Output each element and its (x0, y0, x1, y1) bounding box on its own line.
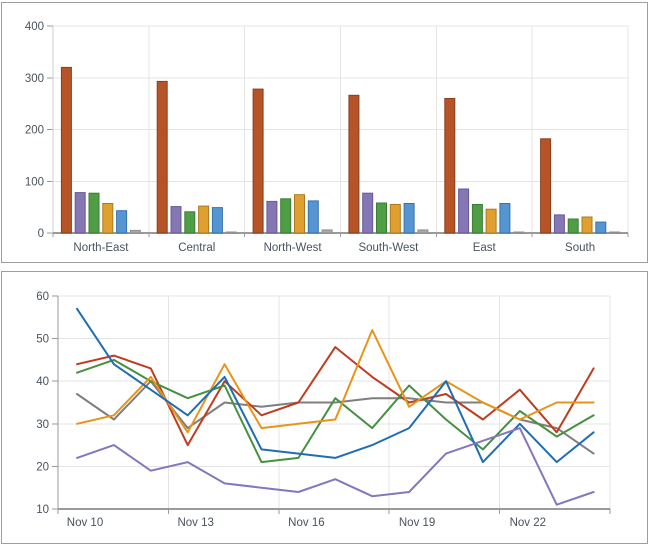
bar-green-South-West (376, 202, 387, 234)
bar-orange-East (485, 208, 497, 234)
bar-orange-North-West (294, 194, 305, 234)
bar-purple-South (553, 214, 565, 234)
line-chart-panel: 10 20 30 40 50 60 Nov 10 Nov 13 Nov 16 Nov 19 Nov … (1, 271, 648, 544)
y-tick-label: 50 (36, 334, 49, 346)
bar-purple-North-East (74, 192, 86, 234)
bar-gray-South-West (417, 229, 429, 234)
line-series-blue (76, 307, 595, 464)
bar-blue-North-East (116, 210, 128, 234)
category-label: East (473, 242, 497, 254)
bar-rust-East (444, 98, 456, 234)
y-tick-label: 10 (36, 504, 49, 516)
category-label: South (565, 242, 595, 254)
x-tick-label: Nov 19 (399, 517, 435, 529)
bar-orange-Central (198, 205, 210, 234)
bar-orange-North-East (102, 203, 114, 234)
y-tick-label: 20 (36, 461, 49, 473)
category-label: North-West (264, 242, 323, 254)
bar-rust-South-West (348, 94, 360, 234)
bar-gray-Central (225, 231, 237, 234)
category-label: North-East (73, 242, 129, 254)
bar-rust-North-East (60, 66, 72, 234)
bar-blue-Central (211, 207, 223, 234)
bar-orange-South (581, 216, 593, 234)
bar-chart: 0 100 200 300 400 North-East Central North-West… (25, 21, 629, 254)
bar-green-North-West (280, 198, 292, 234)
bar-rust-North-West (252, 88, 264, 234)
y-tick-label: 0 (38, 228, 44, 240)
x-tick-label: Nov 13 (177, 517, 213, 529)
bar-rust-South (540, 138, 552, 234)
category-label: South-West (358, 242, 419, 254)
bar-gray-North-East (129, 229, 141, 234)
bar-gray-North-West (321, 229, 333, 234)
bar-green-South (567, 218, 579, 234)
category-label: Central (178, 242, 215, 254)
bar-gray-South (609, 231, 621, 234)
bar-blue-East (499, 203, 511, 234)
bar-gray-East (513, 231, 525, 234)
x-tick-label: Nov 22 (510, 517, 546, 529)
bar-purple-North-West (266, 200, 278, 234)
y-tick-label: 30 (36, 419, 49, 431)
y-tick-label: 40 (36, 376, 49, 388)
y-tick-label: 60 (36, 291, 49, 303)
y-tick-label: 100 (25, 176, 44, 188)
x-tick-label: Nov 10 (67, 517, 103, 529)
line-series-green (76, 358, 595, 464)
bar-rust-Central (156, 80, 168, 234)
bar-blue-South (595, 221, 607, 234)
bar-green-East (471, 204, 483, 234)
bar-chart-panel: 0 100 200 300 400 North-East Central North-West… (1, 2, 648, 263)
bar-purple-East (458, 188, 470, 234)
bar-green-Central (184, 211, 196, 234)
y-tick-label: 300 (25, 73, 44, 85)
line-series-orange (76, 329, 595, 434)
line-chart: 10 20 30 40 50 60 Nov 10 Nov 13 Nov 16 Nov 19 Nov … (36, 291, 611, 529)
line-series-purple (76, 427, 595, 506)
bar-blue-South-West (403, 203, 415, 234)
bar-purple-South-West (362, 192, 374, 234)
bar-purple-Central (170, 206, 182, 234)
y-tick-label: 400 (25, 21, 44, 33)
y-tick-label: 200 (25, 125, 44, 137)
bar-green-North-East (88, 192, 100, 234)
bar-orange-South-West (389, 204, 401, 234)
x-tick-label: Nov 16 (288, 517, 324, 529)
bar-blue-North-West (307, 200, 319, 234)
